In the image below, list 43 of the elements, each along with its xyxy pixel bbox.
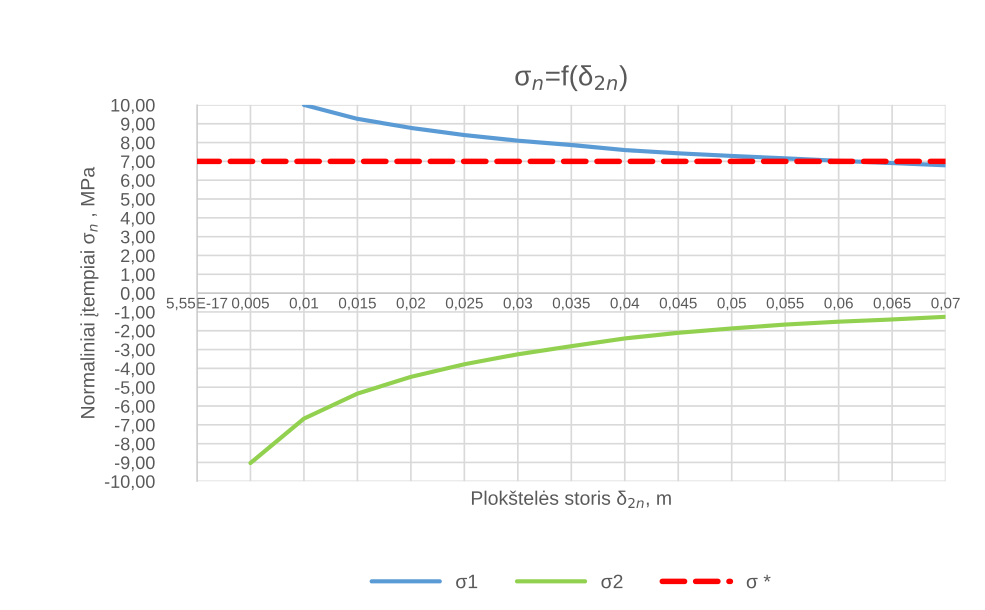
y-tick-label: -10,00 <box>104 475 155 490</box>
y-tick-label: 5,00 <box>120 192 155 208</box>
x-tick-label: 5,55E-17 <box>166 298 228 310</box>
y-tick-label: -8,00 <box>114 438 155 453</box>
x-tick-label: 0,005 <box>232 298 269 310</box>
legend-label: σ * <box>746 574 771 588</box>
x-tick-label: 0,045 <box>660 298 697 310</box>
x-tick-label: 0,065 <box>874 298 911 310</box>
x-tick-label: 0,01 <box>290 298 318 310</box>
y-tick-label: -7,00 <box>114 418 155 434</box>
y-tick-label: 6,00 <box>121 174 155 190</box>
x-tick-label: 0,025 <box>446 298 483 310</box>
x-tick-label: 0,05 <box>717 298 746 310</box>
y-tick-label: -6,00 <box>114 400 155 415</box>
x-tick-label: 0,055 <box>766 298 804 310</box>
y-tick-label: 9,00 <box>121 118 155 133</box>
x-tick-label: 0,035 <box>552 298 590 310</box>
legend-label: σ1 <box>456 574 478 588</box>
y-tick-label: 1,00 <box>122 268 155 284</box>
legend-label: σ2 <box>601 574 622 588</box>
x-tick-label: 0,04 <box>610 298 640 310</box>
y-axis-title: Normaliniai įtempiai σ$_{n}$ , MPa <box>80 166 98 418</box>
x-axis-title: Plokštelės storis δ$_{2n}$, m <box>472 490 671 508</box>
y-tick-label: 0,00 <box>120 287 155 302</box>
x-tick-label: 0,03 <box>504 298 532 310</box>
y-tick-label: 7,00 <box>121 155 155 170</box>
x-tick-label: 0,06 <box>824 298 853 310</box>
line-series <box>248 314 946 466</box>
x-tick-label: 0,015 <box>338 298 376 310</box>
y-tick-label: -2,00 <box>114 324 155 340</box>
y-tick-label: -9,00 <box>114 456 155 472</box>
y-tick-label: 2,00 <box>121 249 155 264</box>
y-tick-label: -1,00 <box>114 306 155 321</box>
x-tick-label: 0,02 <box>396 298 425 310</box>
y-tick-label: 10,00 <box>112 98 155 114</box>
y-tick-label: 8,00 <box>120 136 155 152</box>
y-tick-label: -5,00 <box>114 381 155 396</box>
chart-title: σ$_{n}$=f(δ$_{2n}$) <box>515 65 627 92</box>
y-tick-label: -3,00 <box>114 343 155 358</box>
y-tick-label: 3,00 <box>120 230 155 246</box>
y-tick-label: 4,00 <box>120 212 155 227</box>
y-tick-label: -4,00 <box>114 362 155 378</box>
x-tick-label: 0,07 <box>931 298 960 310</box>
